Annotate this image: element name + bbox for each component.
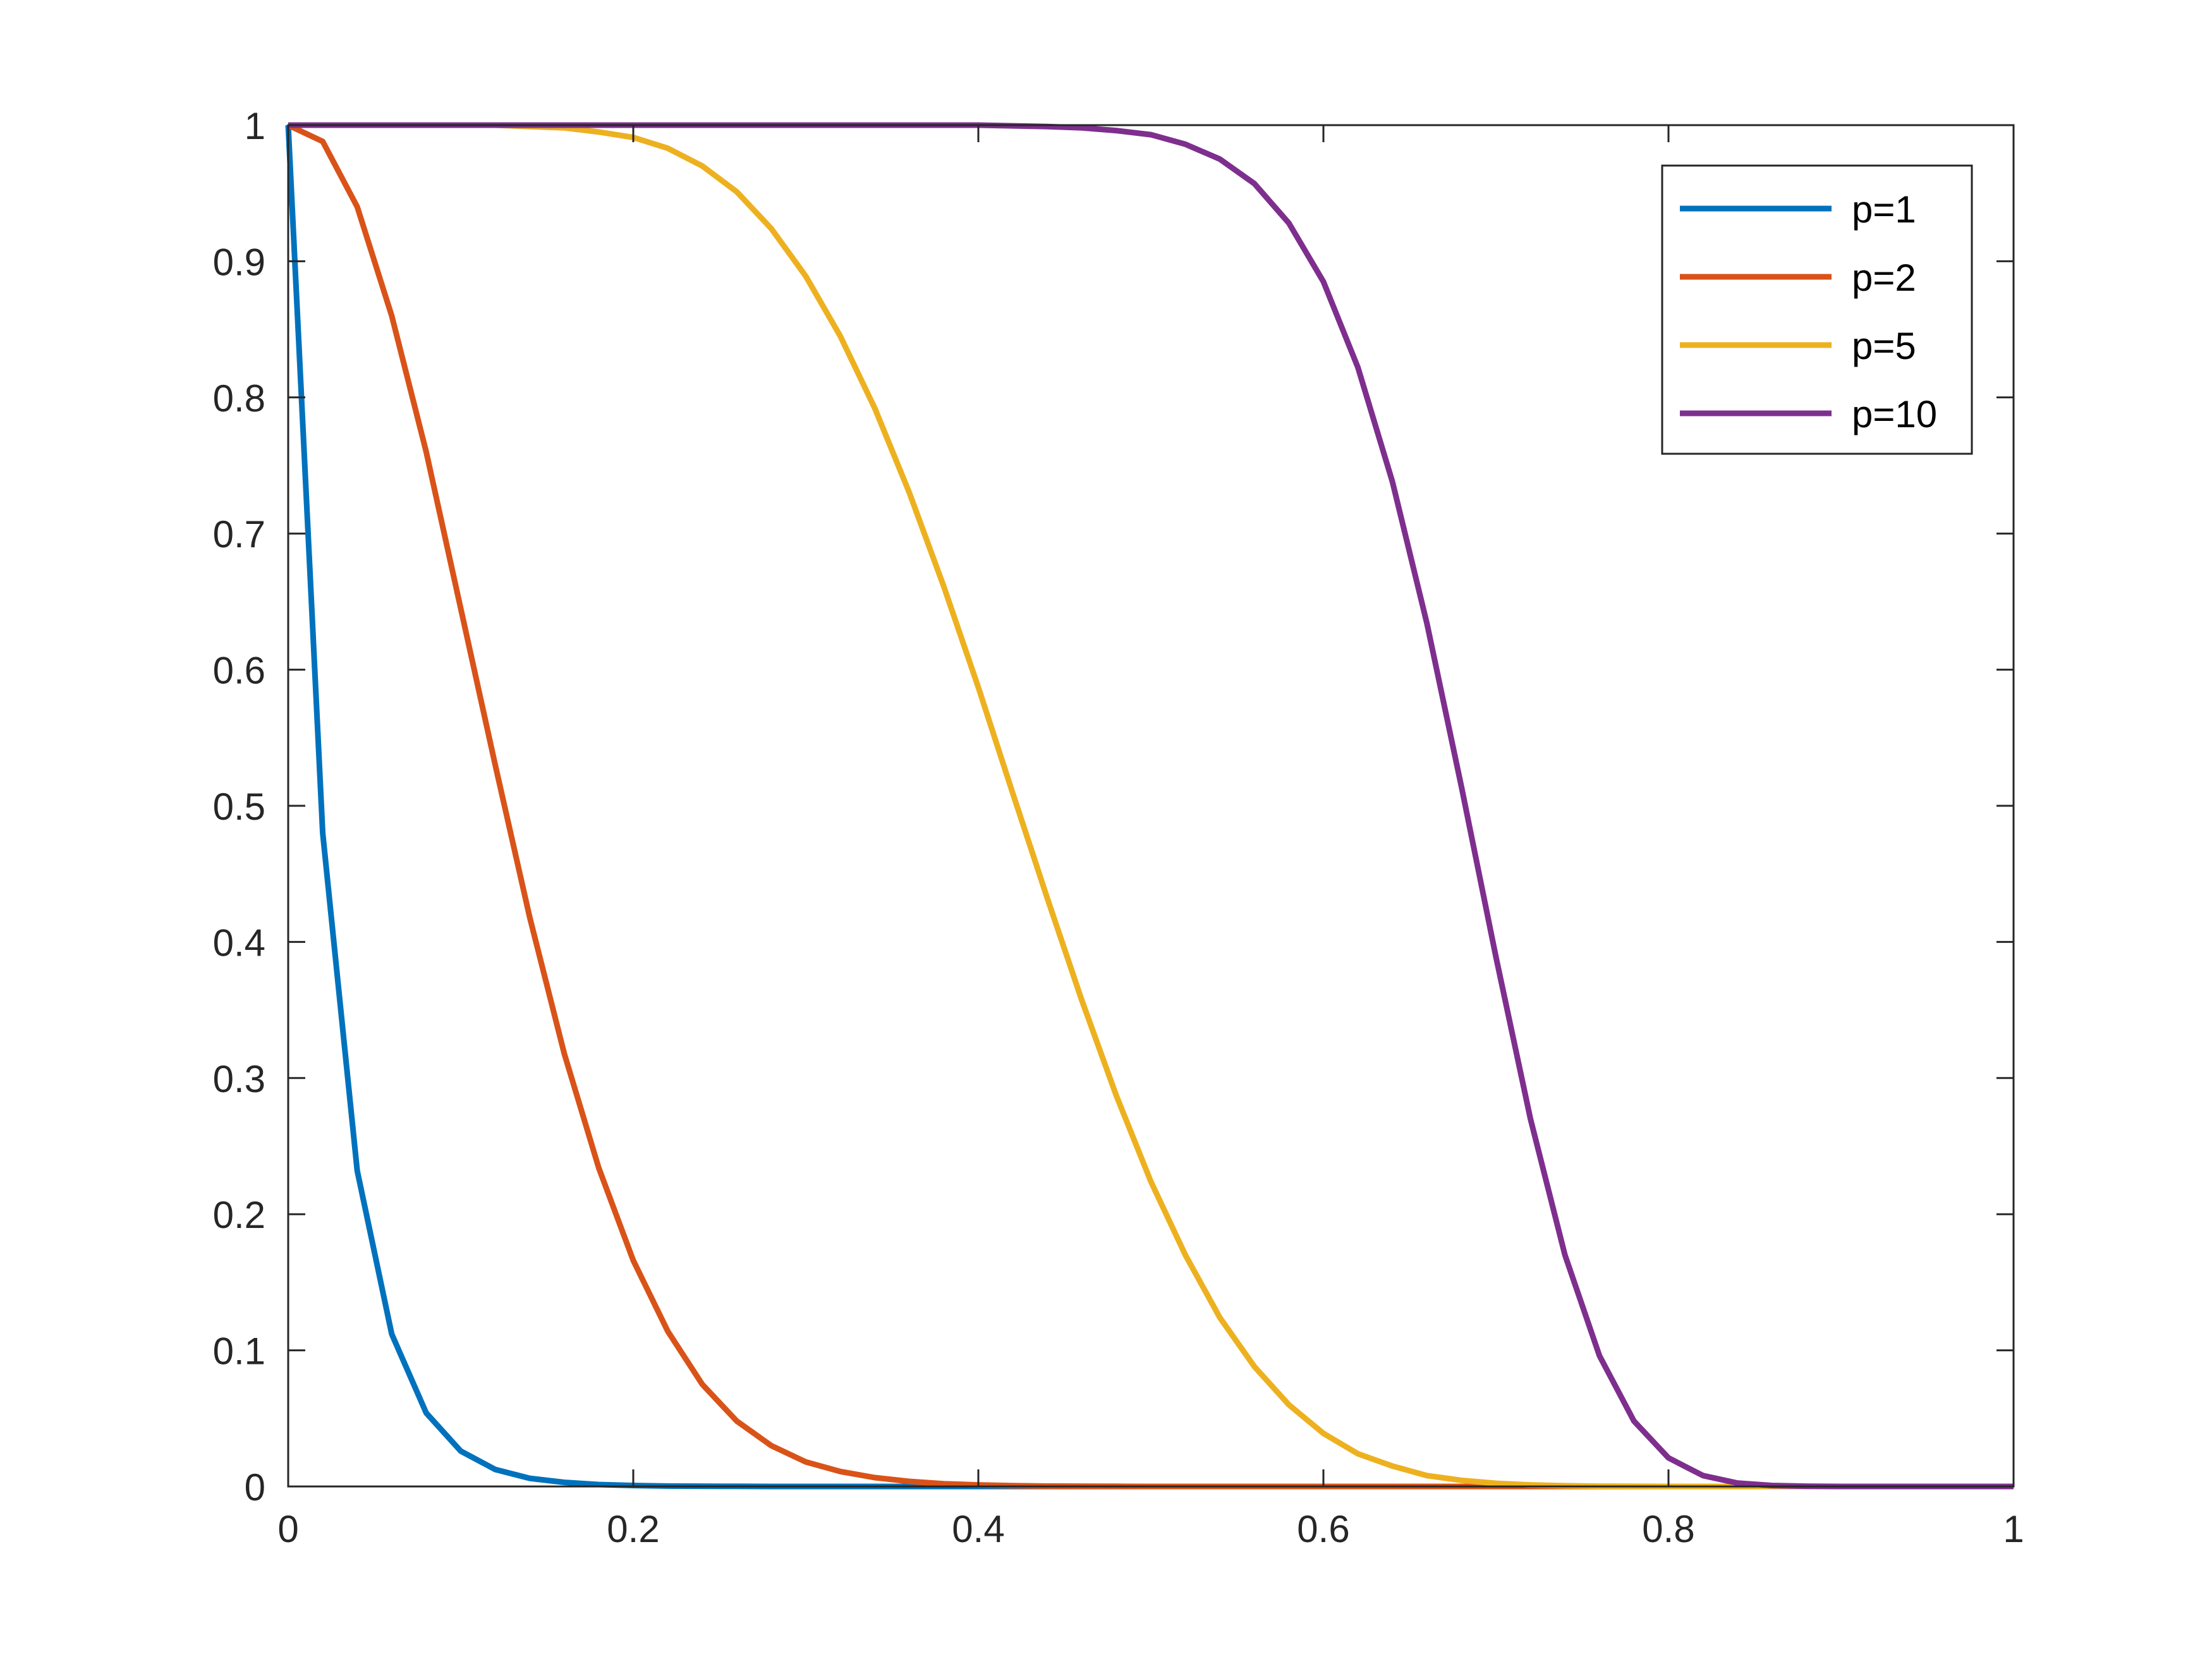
legend-box	[1661, 164, 1973, 455]
x-tick-label: 0.4	[952, 1508, 1004, 1550]
legend: p=1 p=2 p=5 p=10	[1661, 164, 1973, 455]
x-tick-label: 0	[277, 1508, 298, 1550]
legend-label: p=5	[1852, 325, 1916, 367]
y-tick-label: 0.3	[213, 1058, 265, 1100]
y-tick-label: 0.2	[213, 1194, 265, 1236]
y-tick-label: 0.9	[213, 241, 265, 283]
x-tick-label: 0.2	[607, 1508, 659, 1550]
x-tick-label: 1	[2003, 1508, 2024, 1550]
x-tick-label: 0.8	[1642, 1508, 1694, 1550]
legend-label: p=10	[1852, 393, 1937, 435]
y-tick-label: 0.8	[213, 377, 265, 420]
y-tick-label: 0.5	[213, 786, 265, 828]
legend-label: p=1	[1852, 188, 1916, 231]
y-tick-label: 0	[245, 1466, 265, 1509]
y-tick-label: 0.4	[213, 921, 265, 964]
x-tick-label: 0.6	[1297, 1508, 1349, 1550]
y-tick-label: 1	[245, 105, 265, 147]
y-tick-label: 0.7	[213, 513, 265, 556]
tick-layer: 0 0.2 0.4 0.6 0.8 1 0 0.1 0.2 0.3 0.4 0.5 0.6 0.7 0.8 0…	[213, 105, 2024, 1550]
legend-label: p=2	[1852, 257, 1916, 299]
y-tick-label: 0.6	[213, 650, 265, 692]
y-tick-label: 0.1	[213, 1330, 265, 1373]
